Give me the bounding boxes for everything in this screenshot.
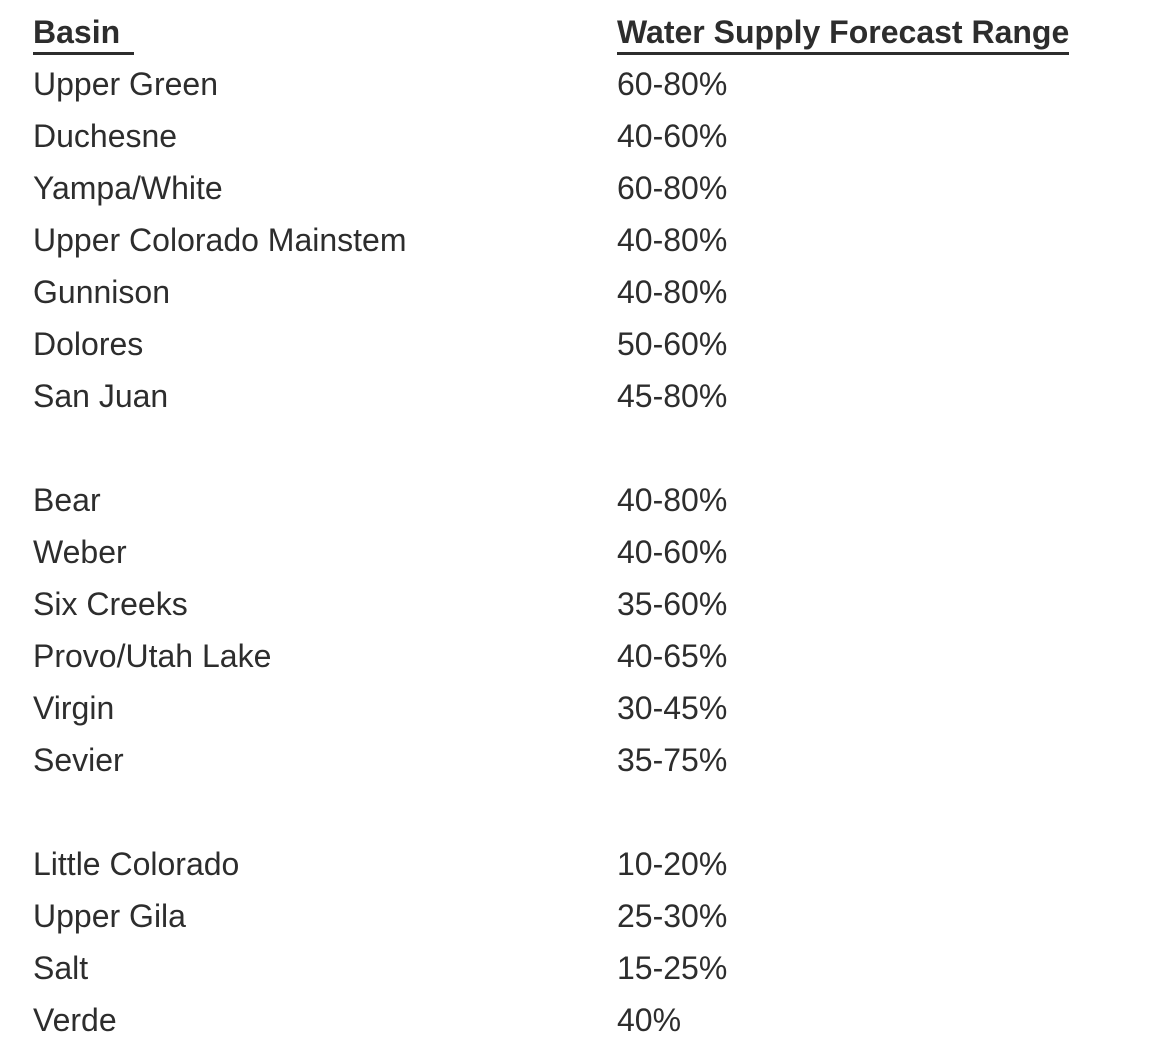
forecast-range-value: 10-20% [617,846,728,882]
basin-name: Dolores [33,326,144,362]
table-row: Sevier 35-75% [33,734,1154,786]
table-row: Upper Colorado Mainstem 40-80% [33,214,1154,266]
column-header-basin-label: Basin [33,12,135,55]
basin-name: Verde [33,1002,117,1038]
basin-name: Duchesne [33,118,178,154]
basin-name: Upper Green [33,66,218,102]
forecast-range-value: 30-45% [617,690,728,726]
forecast-range-value: 40-80% [617,482,728,518]
forecast-range-value: 45-80% [617,378,728,414]
basin-name: Provo/Utah Lake [33,638,272,674]
basin-name: Six Creeks [33,586,188,622]
table-row: Bear 40-80% [33,474,1154,526]
table-row: Salt 15-25% [33,942,1154,994]
forecast-range-value: 40% [617,1002,682,1038]
forecast-range-value: 50-60% [617,326,728,362]
forecast-range-value: 40-80% [617,222,728,258]
table-row: Verde 40% [33,994,1154,1046]
forecast-range-value: 35-75% [617,742,728,778]
table-row: Duchesne 40-60% [33,110,1154,162]
column-header-basin: Basin [33,6,617,58]
table-header-row: Basin Water Supply Forecast Range [33,6,1154,58]
table-row: Weber 40-60% [33,526,1154,578]
basin-name: Gunnison [33,274,170,310]
forecast-range-value: 40-60% [617,534,728,570]
table-row: Provo/Utah Lake 40-65% [33,630,1154,682]
forecast-range-value: 25-30% [617,898,728,934]
table-row: Six Creeks 35-60% [33,578,1154,630]
table-row: Little Colorado 10-20% [33,838,1154,890]
forecast-range-value: 60-80% [617,66,728,102]
basin-name: Bear [33,482,101,518]
forecast-range-value: 60-80% [617,170,728,206]
group-divider-blank-row [33,422,1154,474]
table-row: Yampa/White 60-80% [33,162,1154,214]
table-row: Dolores 50-60% [33,318,1154,370]
basin-name: Salt [33,950,89,986]
table-row: Upper Green 60-80% [33,58,1154,110]
forecast-range-value: 35-60% [617,586,728,622]
basin-name: San Juan [33,378,169,414]
table-row: Virgin 30-45% [33,682,1154,734]
basin-name: Weber [33,534,127,570]
forecast-range-value: 15-25% [617,950,728,986]
table-row: San Juan 45-80% [33,370,1154,422]
column-header-range-label: Water Supply Forecast Range [617,12,1070,55]
group-divider-blank-row [33,786,1154,838]
table-row: Upper Gila 25-30% [33,890,1154,942]
basin-name: Virgin [33,690,115,726]
table-row: Gunnison 40-80% [33,266,1154,318]
basin-name: Upper Colorado Mainstem [33,222,407,258]
forecast-range-value: 40-60% [617,118,728,154]
forecast-range-value: 40-65% [617,638,728,674]
column-header-range: Water Supply Forecast Range [617,6,1154,58]
basin-name: Upper Gila [33,898,186,934]
basin-name: Little Colorado [33,846,240,882]
basin-name: Sevier [33,742,124,778]
forecast-range-value: 40-80% [617,274,728,310]
basin-name: Yampa/White [33,170,223,206]
